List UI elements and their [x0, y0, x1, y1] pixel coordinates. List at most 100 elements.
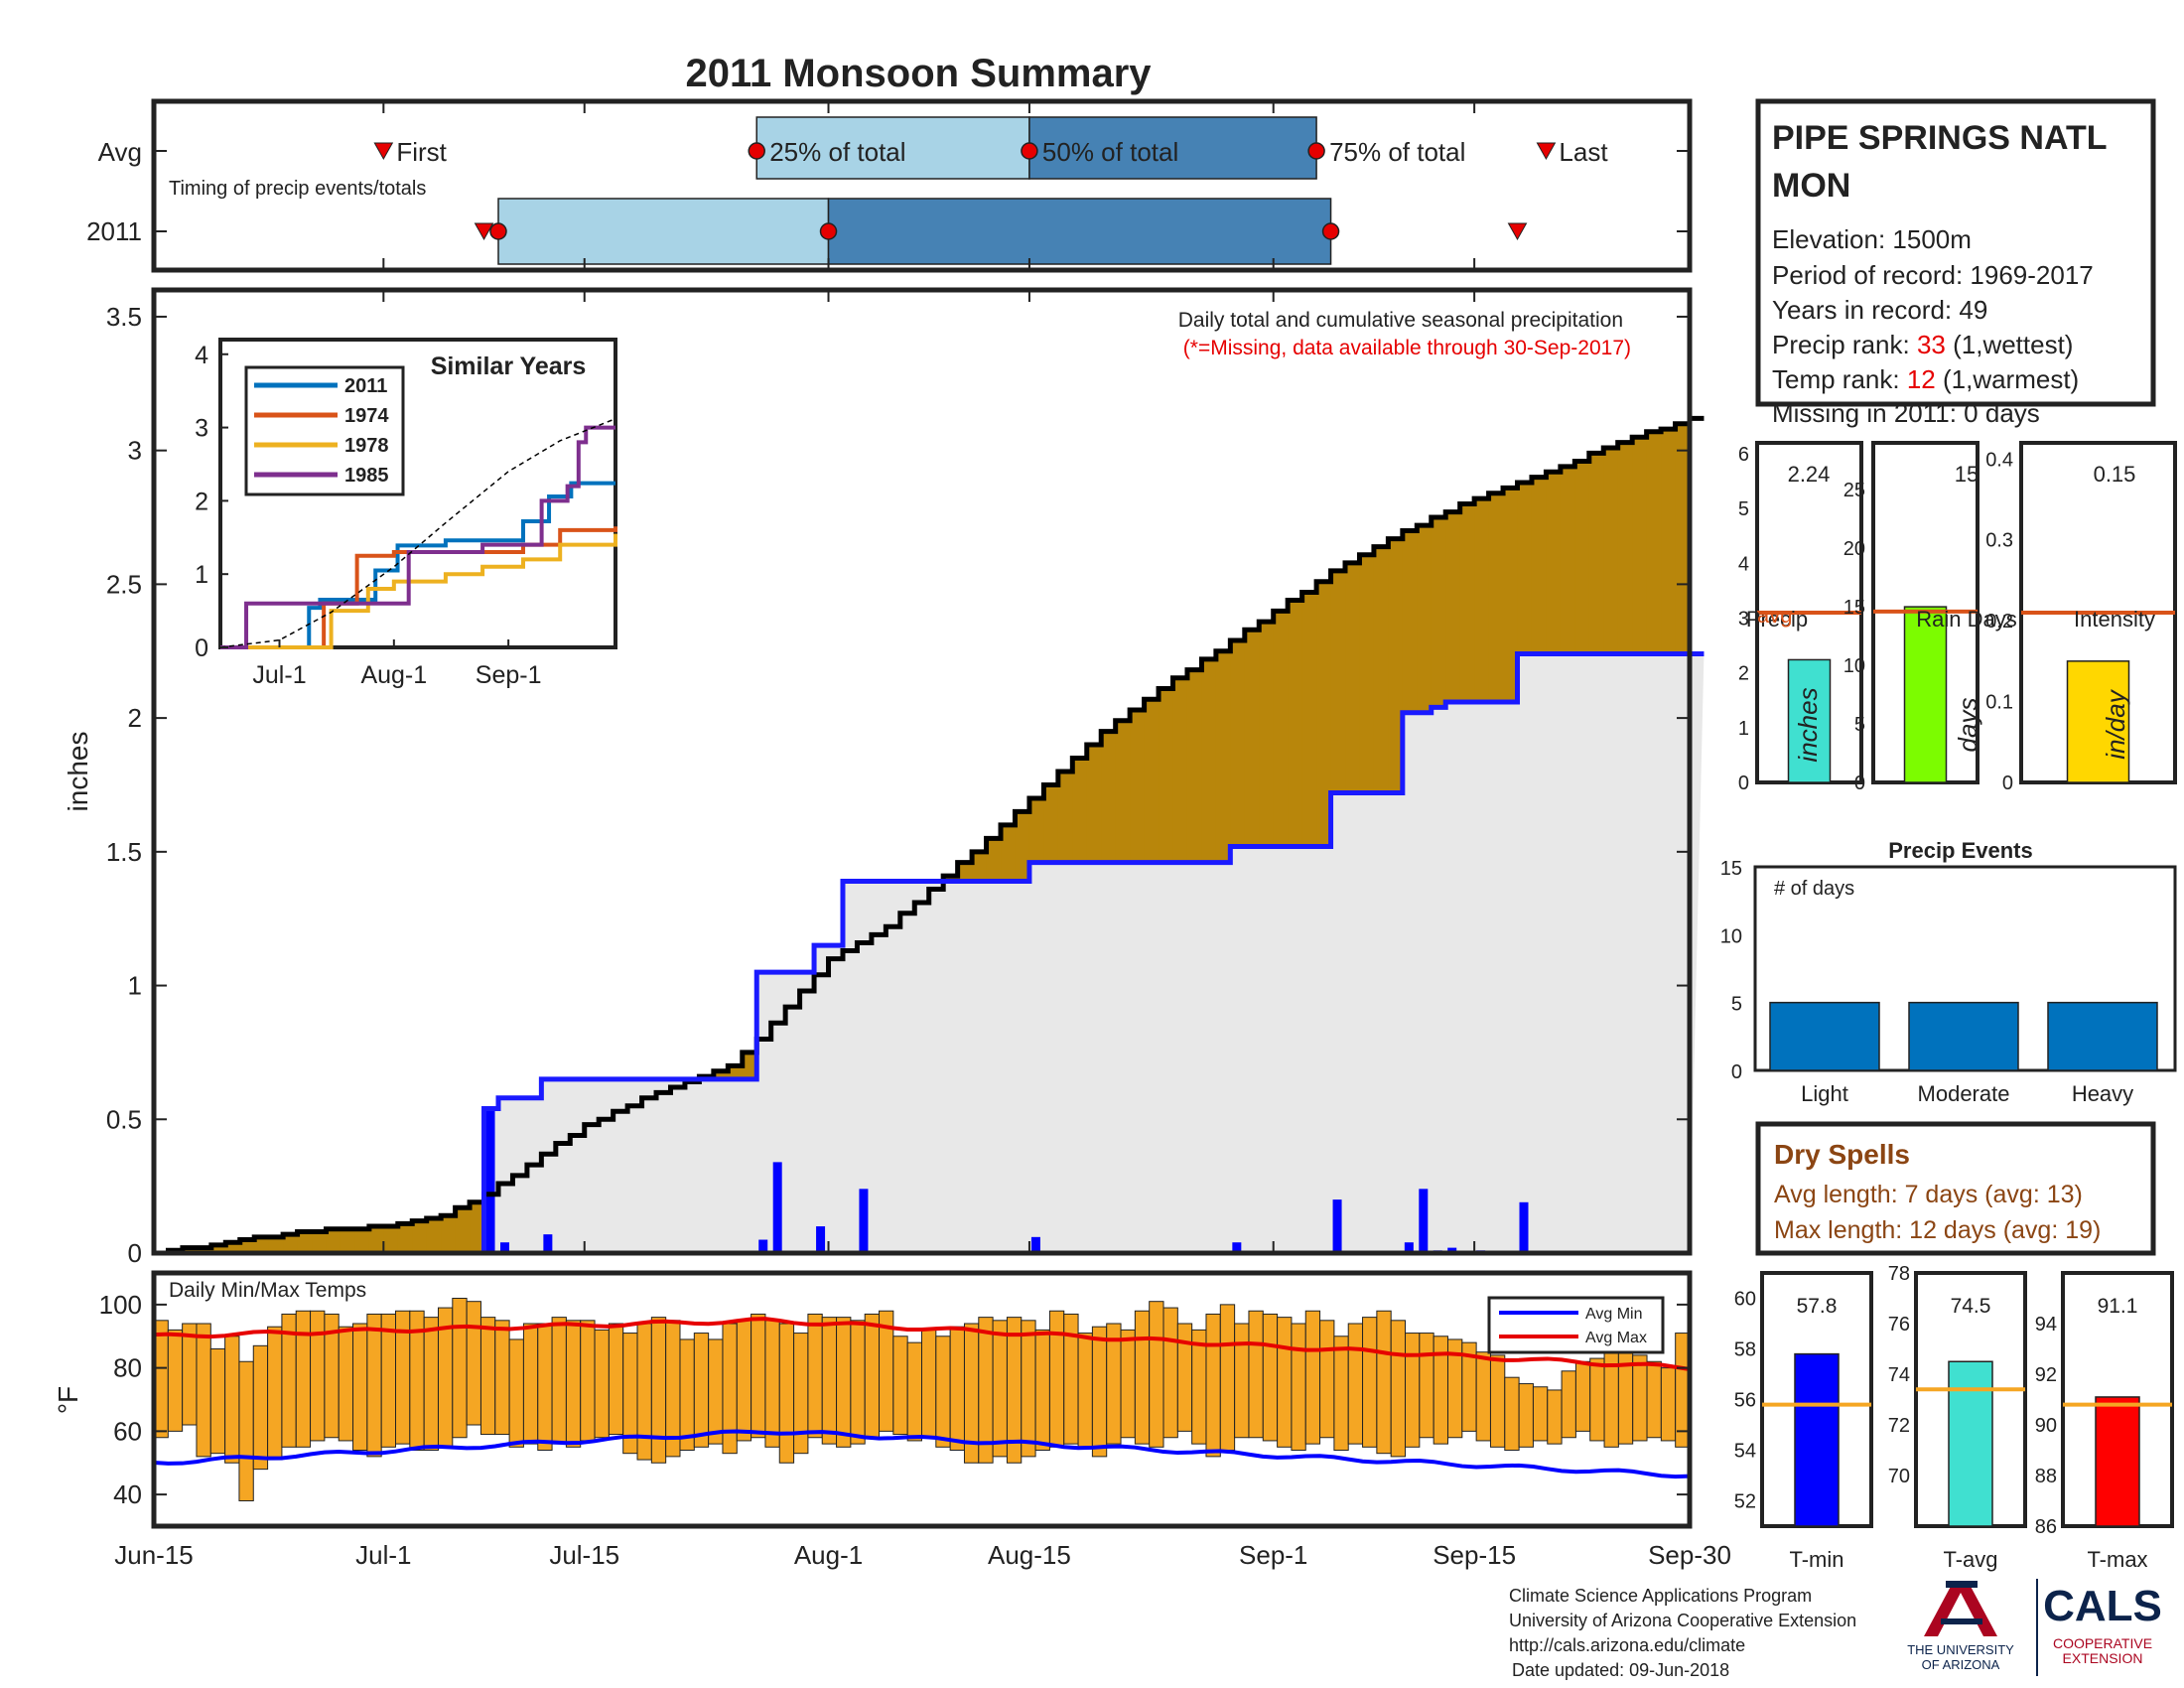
- below-average-area: [1588, 453, 1604, 654]
- station-period: Period of record: 1969-2017: [1772, 260, 2094, 290]
- timing-bars: First 25% of total 50% of total 75% of tota…: [373, 116, 1608, 265]
- daily-precip-bar: [816, 1226, 826, 1253]
- event-y-tick: 15: [1720, 858, 1742, 880]
- events-ylabel: # of days: [1774, 878, 1854, 900]
- daily-precip-bar: [499, 1242, 509, 1253]
- precip-frame: [151, 287, 1693, 1256]
- cals-coop-text-1: COOPERATIVE: [2053, 1635, 2152, 1651]
- precip-unit: inches: [1793, 687, 1823, 762]
- stat-tick-label: 20: [1843, 538, 1865, 560]
- x-tick-label: Aug-1: [794, 1540, 863, 1570]
- below-average-area: [1101, 731, 1117, 863]
- below-average-area: [225, 1242, 241, 1253]
- inset-x-tick-label: Jul-1: [252, 661, 306, 689]
- y-tick-label: 0.5: [106, 1104, 142, 1134]
- below-average-area: [1043, 784, 1059, 863]
- stat-tick-label: 4: [1738, 553, 1749, 575]
- temp-range-bar: [892, 1336, 908, 1436]
- below-average-area: [1574, 461, 1590, 654]
- temp-range-bar: [1603, 1344, 1619, 1448]
- timing-row-2011: 2011: [86, 216, 142, 246]
- temp-range-bar: [167, 1329, 184, 1432]
- temp-range-bar: [736, 1320, 752, 1442]
- temp-range-bar: [1405, 1333, 1421, 1448]
- daily-precip-bar: [543, 1234, 553, 1253]
- temp-range-bar: [1319, 1320, 1335, 1439]
- event-category-label: Light: [1801, 1081, 1848, 1106]
- timing-percentile-marker: [819, 222, 838, 240]
- stat-tick-label: 0: [1738, 773, 1749, 794]
- below-average-area: [1417, 525, 1433, 713]
- cals-logo: CALS COOPERATIVE EXTENSION: [2043, 1582, 2162, 1666]
- temp-range-bar: [1162, 1307, 1178, 1439]
- stat-tick-label: 0.3: [1985, 530, 2013, 552]
- missing-note: (*=Missing, data available through 30-Se…: [1183, 337, 1631, 359]
- first-last-marker: [474, 222, 494, 241]
- tstat-tick-label: 90: [2035, 1415, 2057, 1437]
- below-average-area: [1373, 546, 1389, 793]
- tmin-value: 57.8: [1797, 1295, 1838, 1318]
- x-tick-label: Sep-1: [1239, 1540, 1307, 1570]
- below-average-area: [283, 1234, 299, 1253]
- raindays-stat-name: Rain Days: [1916, 607, 2016, 632]
- below-average-area: [397, 1223, 413, 1253]
- temp-range-bar: [1191, 1329, 1207, 1445]
- temp-range-bar: [522, 1323, 539, 1445]
- tstat-tick-label: 86: [2035, 1516, 2057, 1538]
- event-category-label: Moderate: [1918, 1081, 2010, 1106]
- ua-logo-text-2: OF ARIZONA: [1922, 1657, 2000, 1672]
- timing-percentile-marker: [1021, 142, 1038, 160]
- tavg-name: T-avg: [1943, 1547, 1997, 1572]
- station-years: Years in record: 49: [1772, 295, 1987, 325]
- y-tick-label: 2: [128, 703, 142, 733]
- tstat-tick-label: 74: [1888, 1364, 1910, 1386]
- temp-range-bar: [479, 1317, 496, 1436]
- daily-precip-bar: [1232, 1242, 1242, 1253]
- tstat-tick-label: 76: [1888, 1314, 1910, 1336]
- tstat-tick-label: 78: [1888, 1263, 1910, 1285]
- university-of-arizona-logo: THE UNIVERSITY OF ARIZONA: [1907, 1581, 2014, 1672]
- dry-frame: [1755, 1121, 2156, 1256]
- below-average-area: [1617, 442, 1633, 654]
- below-average-area: [1001, 824, 1016, 882]
- temp-range-bar: [1234, 1323, 1250, 1439]
- tstat-bar: [1948, 1360, 1993, 1527]
- intensity-stat-name: Intensity: [2074, 607, 2155, 632]
- below-average-area: [1273, 611, 1289, 847]
- below-average-area: [943, 876, 959, 882]
- y-tick-label: 1: [128, 971, 142, 1001]
- daily-precip-bar: [772, 1162, 782, 1253]
- inset-legend-label: 1985: [344, 465, 389, 487]
- temp-range-bar: [1091, 1326, 1108, 1458]
- inset-y-tick-label: 0: [195, 634, 208, 662]
- below-average-area: [1646, 431, 1662, 654]
- events-bars: Light Moderate Heavy 0 5 10 15: [1720, 858, 2158, 1106]
- timing-label: First: [396, 137, 447, 167]
- timing-label: Last: [1559, 137, 1608, 167]
- precip-y-axis: 0 0.5 1 1.5 2 2.5 3 3.5: [106, 302, 1690, 1268]
- below-average-area: [383, 1226, 399, 1253]
- timing-ticks: [154, 150, 1690, 232]
- temp-range-bar: [1660, 1367, 1677, 1442]
- ua-logo-bar: [1946, 1581, 1978, 1588]
- below-average-area: [326, 1228, 341, 1253]
- temp-range-bar: [992, 1320, 1008, 1458]
- inset-y-tick-label: 1: [195, 561, 208, 589]
- stat-tick-label: 0.1: [1985, 692, 2013, 714]
- event-bar: [2047, 1001, 2158, 1071]
- temp-range-bar: [608, 1323, 624, 1436]
- temp-range-bar: [1134, 1310, 1151, 1445]
- temp-range-bar: [1518, 1383, 1534, 1448]
- chart-title: 2011 Monsoon Summary: [685, 52, 1152, 95]
- temp-range-bar: [551, 1317, 567, 1445]
- below-average-area: [1086, 745, 1102, 863]
- temp-range-bar: [594, 1329, 610, 1439]
- inset-legend-label: 1974: [344, 405, 389, 427]
- below-average-area: [412, 1220, 428, 1253]
- ua-logo-crossbar: [1941, 1618, 1982, 1624]
- daily-precip-bar: [1447, 1247, 1457, 1253]
- station-box: PIPE SPRINGS NATL MON Elevation: 1500m P…: [1755, 98, 2156, 428]
- temp-range-bar: [722, 1323, 738, 1455]
- intensity-stat-value: 0.15: [2094, 462, 2136, 487]
- tavg-value: 74.5: [1951, 1295, 1991, 1318]
